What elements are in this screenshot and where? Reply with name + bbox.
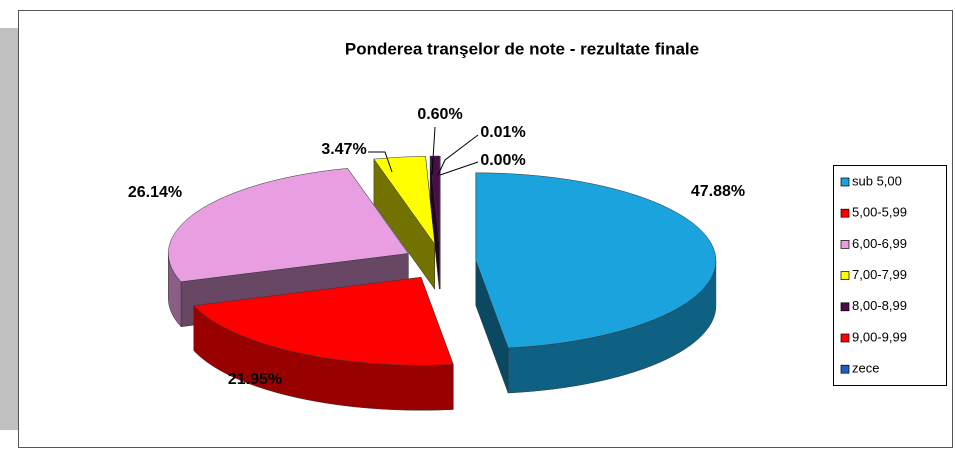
data-label: 21.95% bbox=[228, 371, 282, 388]
side-strip bbox=[0, 28, 18, 430]
legend-label: 5,00-5,99 bbox=[852, 205, 907, 220]
leader-line bbox=[437, 134, 479, 176]
data-label: 0.60% bbox=[417, 106, 462, 123]
legend-box bbox=[833, 165, 947, 386]
legend-label: 8,00-8,99 bbox=[852, 298, 907, 313]
legend: sub 5,00 5,00-5,99 6,00-6,99 7,00-7,99 8,00-… bbox=[840, 173, 907, 376]
leader-line bbox=[431, 126, 436, 176]
slice bbox=[429, 155, 440, 245]
chart-title: Ponderea tranşelor de note - rezultate f… bbox=[345, 39, 699, 58]
slice bbox=[475, 172, 717, 349]
slice bbox=[168, 168, 409, 283]
data-label: 0.01% bbox=[480, 124, 525, 141]
legend-label: sub 5,00 bbox=[852, 173, 902, 188]
pie: 47.88% 21.95% 26.14% 3.47% 0.60% 0.01% 0.00% bbox=[128, 106, 745, 411]
legend-swatch bbox=[840, 208, 850, 218]
legend-swatch bbox=[840, 240, 850, 249]
leader-line bbox=[368, 151, 393, 173]
leader-line bbox=[439, 161, 479, 176]
legend-label: 6,00-6,99 bbox=[852, 236, 907, 251]
data-label: 0.00% bbox=[480, 152, 525, 169]
legend-label: 9,00-9,99 bbox=[852, 329, 907, 344]
legend-swatch bbox=[840, 271, 850, 280]
legend-swatch bbox=[840, 302, 850, 312]
data-label: 3.47% bbox=[321, 141, 366, 158]
legend-label: zece bbox=[852, 361, 879, 376]
legend-swatch bbox=[840, 177, 850, 187]
data-label: 47.88% bbox=[691, 183, 745, 200]
data-label: 26.14% bbox=[128, 184, 182, 201]
legend-label: 7,00-7,99 bbox=[852, 267, 907, 282]
legend-swatch bbox=[840, 333, 850, 343]
slice bbox=[373, 156, 436, 246]
legend-swatch bbox=[840, 364, 850, 374]
slice bbox=[193, 277, 454, 366]
